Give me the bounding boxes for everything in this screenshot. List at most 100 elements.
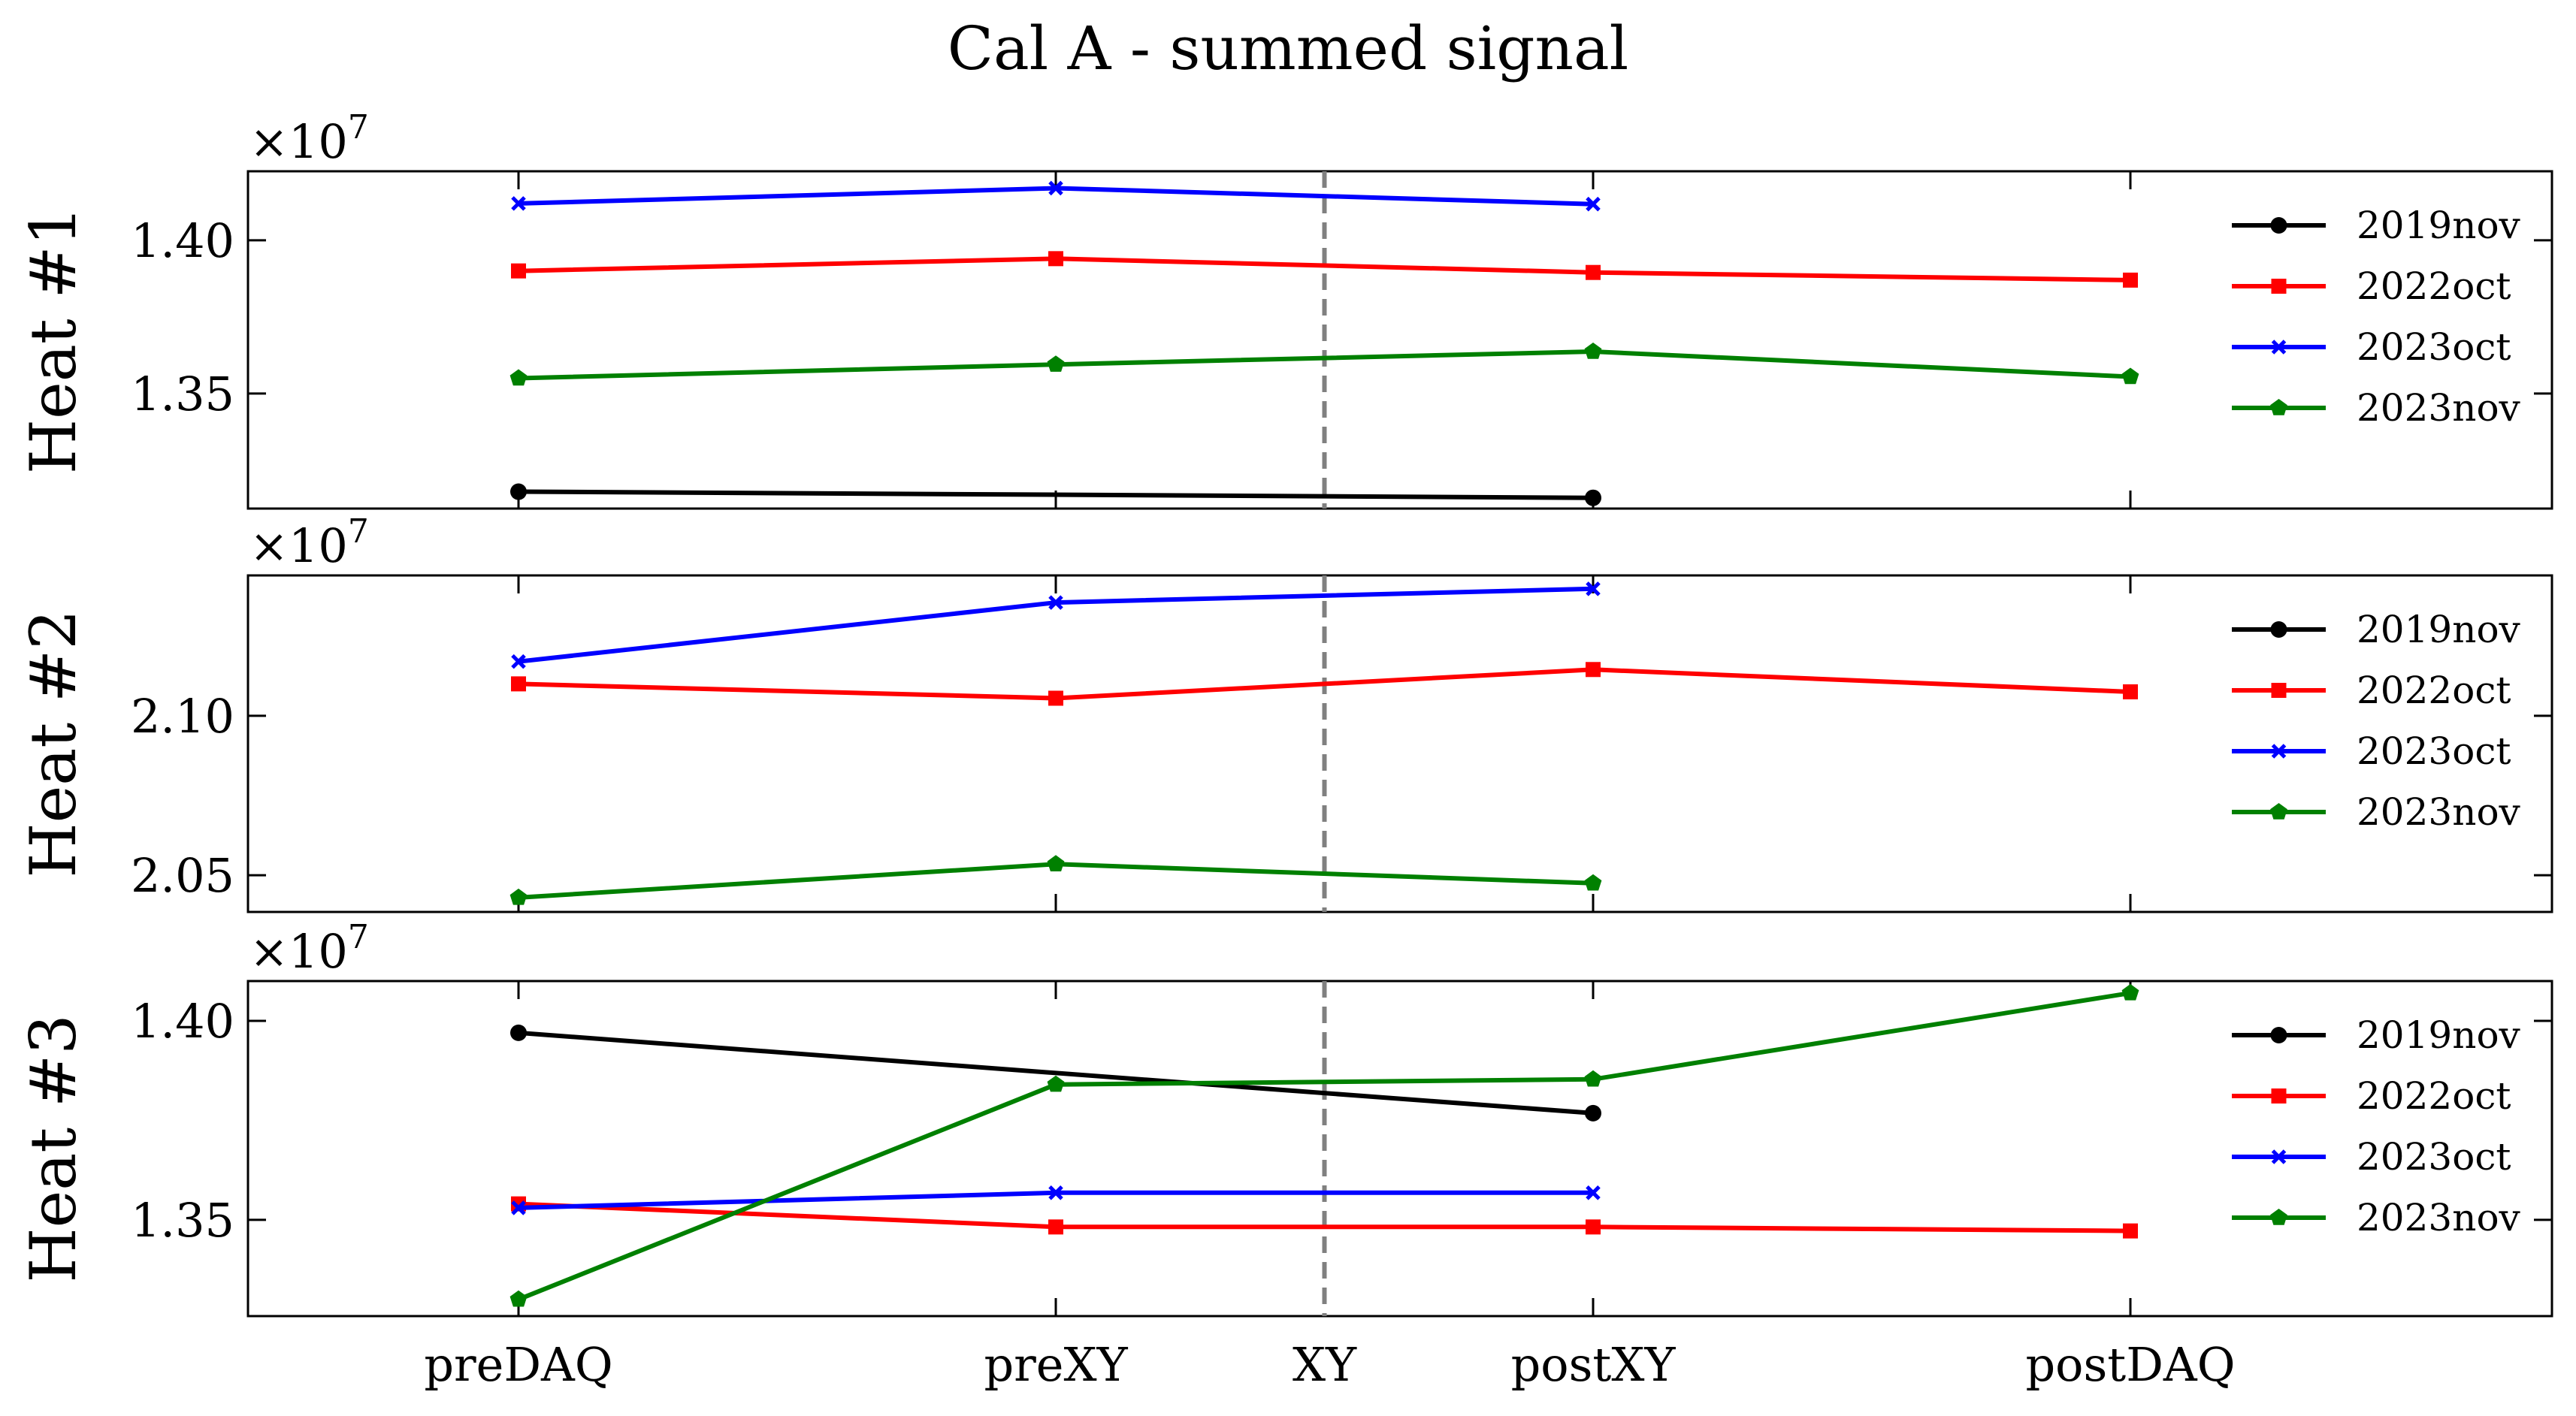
legend: 2019nov 2022oct 2023oct 2023nov	[2232, 204, 2521, 430]
data-point	[1585, 1104, 1601, 1122]
plot-frame	[246, 980, 2553, 1318]
series-line	[517, 990, 2131, 1302]
data-point	[2123, 1223, 2138, 1239]
plot-frame	[246, 170, 2553, 510]
legend-entry-2023oct: 2023oct	[2232, 325, 2511, 369]
data-point	[511, 654, 526, 669]
x-tick-label: postXY	[1511, 1337, 1677, 1392]
data-point	[509, 1290, 528, 1307]
legend-entry-2022oct: 2022oct	[2232, 669, 2511, 712]
x-tick-label: preDAQ	[424, 1337, 612, 1392]
series-2019nov	[510, 483, 1601, 506]
x-tick-label: postDAQ	[2025, 1337, 2235, 1392]
legend-label: 2023nov	[2357, 790, 2521, 834]
y-tick-label: 1.40	[131, 994, 234, 1049]
data-point	[1047, 1075, 1065, 1092]
legend-label: 2023nov	[2357, 386, 2521, 430]
y-tick-label: 2.05	[131, 848, 234, 903]
series-2023oct	[511, 180, 1601, 212]
data-point	[1586, 581, 1601, 596]
y-exponent-label: ×107	[249, 108, 369, 169]
data-point	[1586, 264, 1601, 280]
legend-marker	[2271, 1149, 2287, 1164]
legend: 2019nov 2022oct 2023oct 2023nov	[2232, 608, 2521, 834]
data-point	[1047, 855, 1065, 871]
legend-marker	[2271, 340, 2287, 355]
series-line	[518, 256, 2131, 282]
legend-marker	[2270, 1209, 2287, 1225]
panel-heat-3: 1.35 1.40 ×107 Heat #3 2019nov 2022oct 2023oct…	[17, 918, 2553, 1318]
legend-entry-2023nov: 2023nov	[2232, 386, 2521, 430]
data-point	[2121, 367, 2139, 385]
series-line	[518, 1030, 1594, 1116]
data-point	[1585, 489, 1601, 506]
y-axis-label: Heat #2	[17, 609, 90, 877]
data-point	[509, 369, 528, 386]
legend-marker	[2271, 744, 2287, 759]
y-exponent-label: ×107	[249, 512, 369, 573]
data-point	[2123, 684, 2138, 699]
legend-label: 2023oct	[2357, 325, 2511, 369]
legend-entry-2023oct: 2023oct	[2232, 1135, 2511, 1179]
legend-marker	[2270, 621, 2287, 638]
legend-label: 2023nov	[2357, 1196, 2521, 1239]
legend-entry-2023nov: 2023nov	[2232, 1196, 2521, 1239]
series-2019nov	[510, 1024, 1601, 1122]
data-point	[1048, 180, 1063, 196]
legend-entry-2019nov: 2019nov	[2232, 204, 2521, 247]
legend-marker	[2271, 683, 2287, 698]
series-line	[518, 1201, 2131, 1233]
y-tick-label: 1.35	[131, 367, 234, 421]
data-point	[511, 263, 526, 279]
series-line	[518, 349, 2131, 381]
x-axis: preDAQ preXY XY postXY postDAQ	[424, 1337, 2235, 1392]
y-tick-label: 1.35	[131, 1193, 234, 1248]
x-tick-label: XY	[1293, 1337, 1357, 1392]
series-2022oct	[511, 1196, 2138, 1239]
plot-frame	[246, 574, 2553, 913]
legend-label: 2023oct	[2357, 729, 2511, 773]
legend-label: 2022oct	[2357, 669, 2511, 712]
data-point	[511, 676, 526, 692]
data-point	[2123, 272, 2138, 288]
panel-heat-1: 1.35 1.40 ×107 Heat #1 2019nov 2022oct 2023oct…	[17, 108, 2553, 510]
legend-entry-2019nov: 2019nov	[2232, 1013, 2521, 1057]
legend-entry-2022oct: 2022oct	[2232, 264, 2511, 308]
legend-marker	[2270, 217, 2287, 234]
data-point	[1586, 1219, 1601, 1235]
legend-label: 2022oct	[2357, 264, 2511, 308]
legend-entry-2022oct: 2022oct	[2232, 1074, 2511, 1118]
legend-label: 2022oct	[2357, 1074, 2511, 1118]
y-axis-label: Heat #1	[17, 206, 90, 474]
legend-label: 2023oct	[2357, 1135, 2511, 1179]
series-2022oct	[511, 662, 2138, 706]
legend-entry-2023nov: 2023nov	[2232, 790, 2521, 834]
data-point	[1586, 1185, 1601, 1200]
data-point	[511, 196, 526, 211]
x-tick-label: preXY	[984, 1337, 1128, 1392]
series-2023oct	[511, 581, 1601, 669]
y-axis-label: Heat #3	[17, 1014, 90, 1282]
y-tick-label: 1.40	[131, 213, 234, 268]
data-point	[2121, 983, 2139, 1001]
legend-marker	[2271, 1088, 2287, 1104]
series-2023nov	[509, 983, 2139, 1307]
data-point	[1584, 874, 1602, 891]
legend-label: 2019nov	[2357, 1013, 2521, 1057]
series-2023nov	[509, 855, 1602, 905]
data-point	[1584, 1070, 1602, 1087]
data-point	[510, 483, 527, 500]
data-point	[1584, 343, 1602, 359]
data-point	[510, 1024, 527, 1041]
data-point	[1048, 1185, 1063, 1200]
data-point	[1586, 196, 1601, 212]
data-point	[1047, 355, 1065, 372]
series-2022oct	[511, 251, 2138, 288]
legend-marker	[2270, 399, 2287, 415]
legend: 2019nov 2022oct 2023oct 2023nov	[2232, 1013, 2521, 1239]
panels: 1.35 1.40 ×107 Heat #1 2019nov 2022oct 2023oct…	[17, 108, 2553, 1318]
legend-marker	[2270, 803, 2287, 820]
data-point	[1586, 662, 1601, 678]
series-line	[518, 586, 1594, 664]
